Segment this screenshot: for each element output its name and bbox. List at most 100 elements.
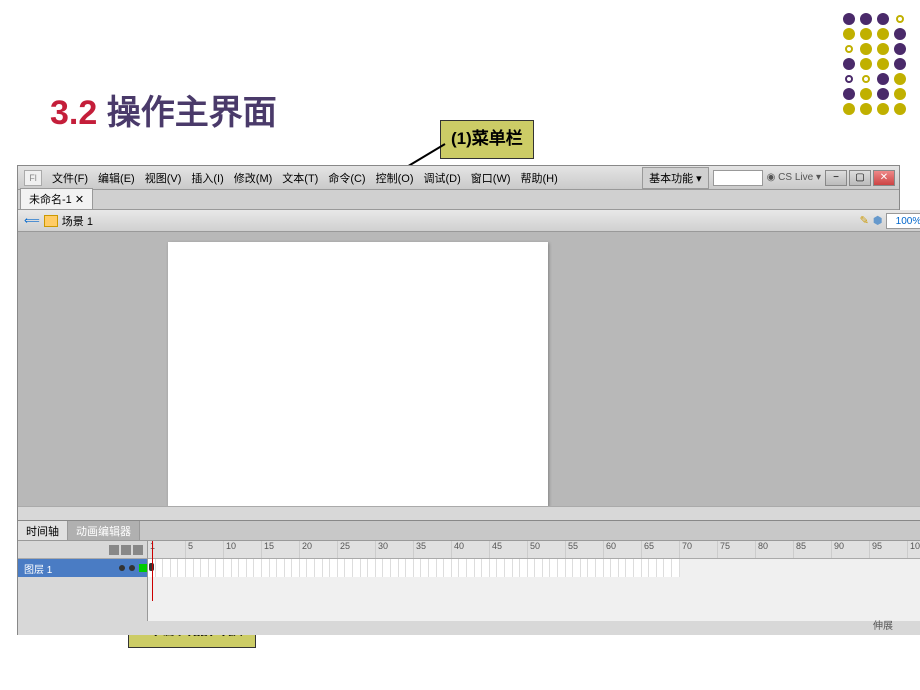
frame-cell[interactable] [444,559,452,577]
frame-cell[interactable] [497,559,505,577]
layer-lock-dot[interactable] [129,565,135,571]
frame-cell[interactable] [626,559,634,577]
frame-cell[interactable] [535,559,543,577]
document-tab[interactable]: 未命名-1 ✕ [20,188,93,209]
frame-cell[interactable] [657,559,665,577]
outline-icon[interactable] [133,545,143,555]
stage-canvas[interactable] [168,242,548,507]
frame-cell[interactable] [209,559,217,577]
close-button[interactable]: ✕ [873,170,895,186]
frame-cell[interactable] [672,559,680,577]
frame-cell[interactable] [201,559,209,577]
frame-cell[interactable] [490,559,498,577]
frame-cell[interactable] [475,559,483,577]
search-input[interactable] [713,170,763,186]
menu-item[interactable]: 文件(F) [48,168,92,188]
frame-cell[interactable] [406,559,414,577]
frame-cell[interactable] [156,559,164,577]
frame-row[interactable] [148,559,920,577]
lock-icon[interactable] [121,545,131,555]
frame-cell[interactable] [467,559,475,577]
frame-cell[interactable] [452,559,460,577]
frame-cell[interactable] [528,559,536,577]
frame-cell[interactable] [330,559,338,577]
menu-item[interactable]: 调试(D) [420,168,465,188]
minimize-button[interactable]: − [825,170,847,186]
frame-cell[interactable] [171,559,179,577]
frame-cell[interactable] [383,559,391,577]
workspace-dropdown[interactable]: 基本功能 ▾ [642,167,709,189]
frame-cell[interactable] [437,559,445,577]
frame-cell[interactable] [178,559,186,577]
frame-cell[interactable] [596,559,604,577]
frame-cell[interactable] [482,559,490,577]
frame-cell[interactable] [649,559,657,577]
layer-row[interactable]: 图层 1 [18,559,147,577]
frame-cell[interactable] [285,559,293,577]
frame-cell[interactable] [300,559,308,577]
frame-cell[interactable] [550,559,558,577]
frame-cell[interactable] [232,559,240,577]
horizontal-scrollbar[interactable] [18,506,920,520]
menu-item[interactable]: 帮助(H) [517,168,562,188]
frame-cell[interactable] [376,559,384,577]
frame-cell[interactable] [307,559,315,577]
frame-cell[interactable] [505,559,513,577]
frame-cell[interactable] [588,559,596,577]
frame-cell[interactable] [421,559,429,577]
frame-cell[interactable] [414,559,422,577]
frame-cell[interactable] [399,559,407,577]
frame-cell[interactable] [292,559,300,577]
frame-cell[interactable] [262,559,270,577]
frame-cell[interactable] [186,559,194,577]
layer-visible-dot[interactable] [119,565,125,571]
menu-item[interactable]: 窗口(W) [467,168,515,188]
frame-cell[interactable] [254,559,262,577]
frame-cell[interactable] [345,559,353,577]
frame-cell[interactable] [513,559,521,577]
menu-item[interactable]: 控制(O) [372,168,418,188]
frame-cell[interactable] [391,559,399,577]
frame-cell[interactable] [247,559,255,577]
tab-motion-editor[interactable]: 动画编辑器 [68,521,140,540]
frame-cell[interactable] [664,559,672,577]
frame-cell[interactable] [216,559,224,577]
frame-cell[interactable] [619,559,627,577]
playhead[interactable] [152,541,153,601]
frame-cell[interactable] [353,559,361,577]
back-icon[interactable]: ⟸ [24,214,40,227]
menu-item[interactable]: 修改(M) [230,168,277,188]
menu-item[interactable]: 插入(I) [187,168,227,188]
tab-timeline[interactable]: 时间轴 [18,521,68,540]
frame-cell[interactable] [429,559,437,577]
frame-cell[interactable] [634,559,642,577]
menu-item[interactable]: 视图(V) [141,168,186,188]
frame-cell[interactable] [573,559,581,577]
frame-cell[interactable] [315,559,323,577]
frame-cell[interactable] [543,559,551,577]
zoom-field[interactable]: 100% [886,213,920,229]
frame-cell[interactable] [224,559,232,577]
frame-cell[interactable] [194,559,202,577]
frame-cell[interactable] [163,559,171,577]
frame-cell[interactable] [459,559,467,577]
frame-cell[interactable] [520,559,528,577]
frame-cell[interactable] [270,559,278,577]
menu-item[interactable]: 命令(C) [324,168,369,188]
menu-item[interactable]: 文本(T) [278,168,322,188]
frame-cell[interactable] [642,559,650,577]
cslive-button[interactable]: ◉ CS Live ▾ [767,172,821,183]
frame-cell[interactable] [581,559,589,577]
symbol-icon[interactable]: ⬢ [873,214,883,227]
frame-cell[interactable] [604,559,612,577]
frame-cell[interactable] [368,559,376,577]
frame-cell[interactable] [239,559,247,577]
frame-cell[interactable] [558,559,566,577]
visibility-icon[interactable] [109,545,119,555]
frame-cell[interactable] [611,559,619,577]
maximize-button[interactable]: ▢ [849,170,871,186]
frame-cell[interactable] [323,559,331,577]
layer-outline-swatch[interactable] [139,564,147,572]
menu-item[interactable]: 编辑(E) [94,168,139,188]
edit-scene-icon[interactable]: ✎ [860,214,869,227]
